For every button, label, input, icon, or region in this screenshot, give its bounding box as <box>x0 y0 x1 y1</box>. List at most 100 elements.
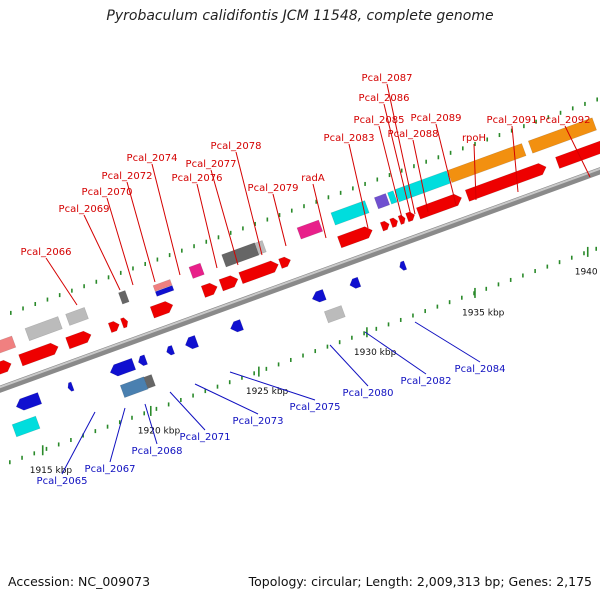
tick-dot-upper <box>376 177 379 182</box>
tick-dot-upper <box>181 248 183 253</box>
tick-dot-lower <box>57 442 60 447</box>
reverse-gene <box>323 305 346 324</box>
tick-dot-upper <box>449 150 452 155</box>
gene-label: Pcal_2067 <box>85 464 136 475</box>
forward-gene <box>296 219 324 240</box>
gene-label: Pcal_2066 <box>21 247 72 258</box>
forward-gene <box>65 330 92 350</box>
tick-dot-lower <box>253 371 255 376</box>
tick-dot-lower <box>509 277 512 282</box>
forward-gene <box>464 163 547 202</box>
kbp-label: 1930 kbp <box>354 348 397 358</box>
callout-line <box>386 83 416 215</box>
callout-line <box>196 183 218 269</box>
forward-gene <box>387 190 398 205</box>
tick-dot-lower <box>167 402 170 407</box>
forward-gene <box>415 193 463 220</box>
tick-dot-lower <box>534 269 536 274</box>
forward-gene <box>0 359 12 375</box>
forward-gene <box>221 242 260 268</box>
tick-dot-lower <box>558 260 561 265</box>
tick-dot-lower <box>216 384 219 389</box>
tick-dot-upper <box>547 115 550 120</box>
gene-label: Pcal_2070 <box>82 187 133 198</box>
tick-dot-lower <box>375 326 378 331</box>
forward-gene <box>527 117 597 154</box>
tick-dot-lower <box>9 460 11 465</box>
reverse-gene <box>166 344 176 356</box>
tick-dot-lower <box>546 264 549 269</box>
tick-dot-lower <box>338 340 341 345</box>
callout-line <box>61 411 96 475</box>
tick-dot-upper <box>168 253 171 258</box>
kbp-label: 1935 kbp <box>462 308 505 318</box>
tick-dot-upper <box>229 230 232 235</box>
gene-label: Pcal_2069 <box>59 204 110 215</box>
tick-dot-upper <box>95 279 98 284</box>
callout-line <box>106 197 134 286</box>
gene-label: Pcal_2071 <box>180 432 231 443</box>
callout-line <box>378 125 403 219</box>
tick-dot-upper <box>315 199 318 204</box>
tick-dot-lower <box>387 322 390 327</box>
reverse-gene <box>109 357 137 377</box>
callout-line <box>210 169 239 266</box>
forward-gene <box>149 301 174 319</box>
tick-dot-upper <box>46 297 49 302</box>
callout-line <box>144 403 158 445</box>
tick-dot-lower <box>399 317 402 322</box>
tick-dot-lower <box>277 362 280 367</box>
gene-label: Pcal_2083 <box>324 133 375 144</box>
reverse-gene <box>67 381 75 392</box>
gene-label: Pcal_2088 <box>388 129 439 140</box>
tick-dot-lower <box>570 255 573 260</box>
forward-gene <box>24 316 63 342</box>
forward-gene <box>152 279 173 292</box>
kbp-label: 1915 kbp <box>30 466 73 476</box>
callout-line <box>169 391 206 431</box>
tick-dot-upper <box>34 302 37 307</box>
reverse-gene <box>311 288 327 303</box>
reverse-gene <box>399 260 408 271</box>
tick-dot-upper <box>352 186 354 191</box>
tick-dot-lower <box>204 389 207 394</box>
tick-dot-upper <box>535 119 537 124</box>
forward-gene <box>18 342 59 367</box>
tick-dot-upper <box>266 217 269 222</box>
kbp-label: 1940 kbp <box>575 267 600 277</box>
tick-dot-lower <box>485 286 488 291</box>
callout-line <box>383 103 412 217</box>
tick-dot-upper <box>584 101 586 106</box>
callout-line <box>229 371 316 401</box>
gene-label: Pcal_2080 <box>343 388 394 399</box>
tick-dot-upper <box>339 190 342 195</box>
tick-dot-lower <box>21 455 23 460</box>
tick-dot-lower <box>70 438 72 443</box>
tick-dot-upper <box>22 306 24 311</box>
tick-dot-upper <box>498 133 501 138</box>
gene-label: Pcal_2076 <box>172 173 223 184</box>
callout-line <box>235 151 263 256</box>
tick-dot-upper <box>425 159 427 164</box>
tick-dot-upper <box>156 257 159 262</box>
tick-dot-lower <box>143 411 146 416</box>
gene-label: Pcal_2079 <box>248 183 299 194</box>
forward-gene <box>373 193 391 210</box>
tick-dot-lower <box>583 251 585 256</box>
tick-dot-lower <box>302 353 304 358</box>
tick-dot-upper <box>107 275 110 280</box>
forward-gene <box>379 220 390 232</box>
tick-dot-lower <box>82 433 84 438</box>
tick-dot-upper <box>10 310 12 315</box>
forward-gene <box>555 140 600 169</box>
tick-dot-upper <box>413 164 415 169</box>
callout-line <box>564 125 591 178</box>
forward-gene <box>337 226 373 249</box>
label-callouts: Pcal_2066 Pcal_2069 Pcal_2070 Pcal_2072 Pcal… <box>21 73 591 487</box>
tick-dot-upper <box>58 293 61 298</box>
tick-dot-lower <box>363 331 365 336</box>
accession-label: Accession: NC_009073 <box>8 574 151 589</box>
tick-dot-lower <box>192 393 194 398</box>
forward-gene <box>389 217 399 229</box>
